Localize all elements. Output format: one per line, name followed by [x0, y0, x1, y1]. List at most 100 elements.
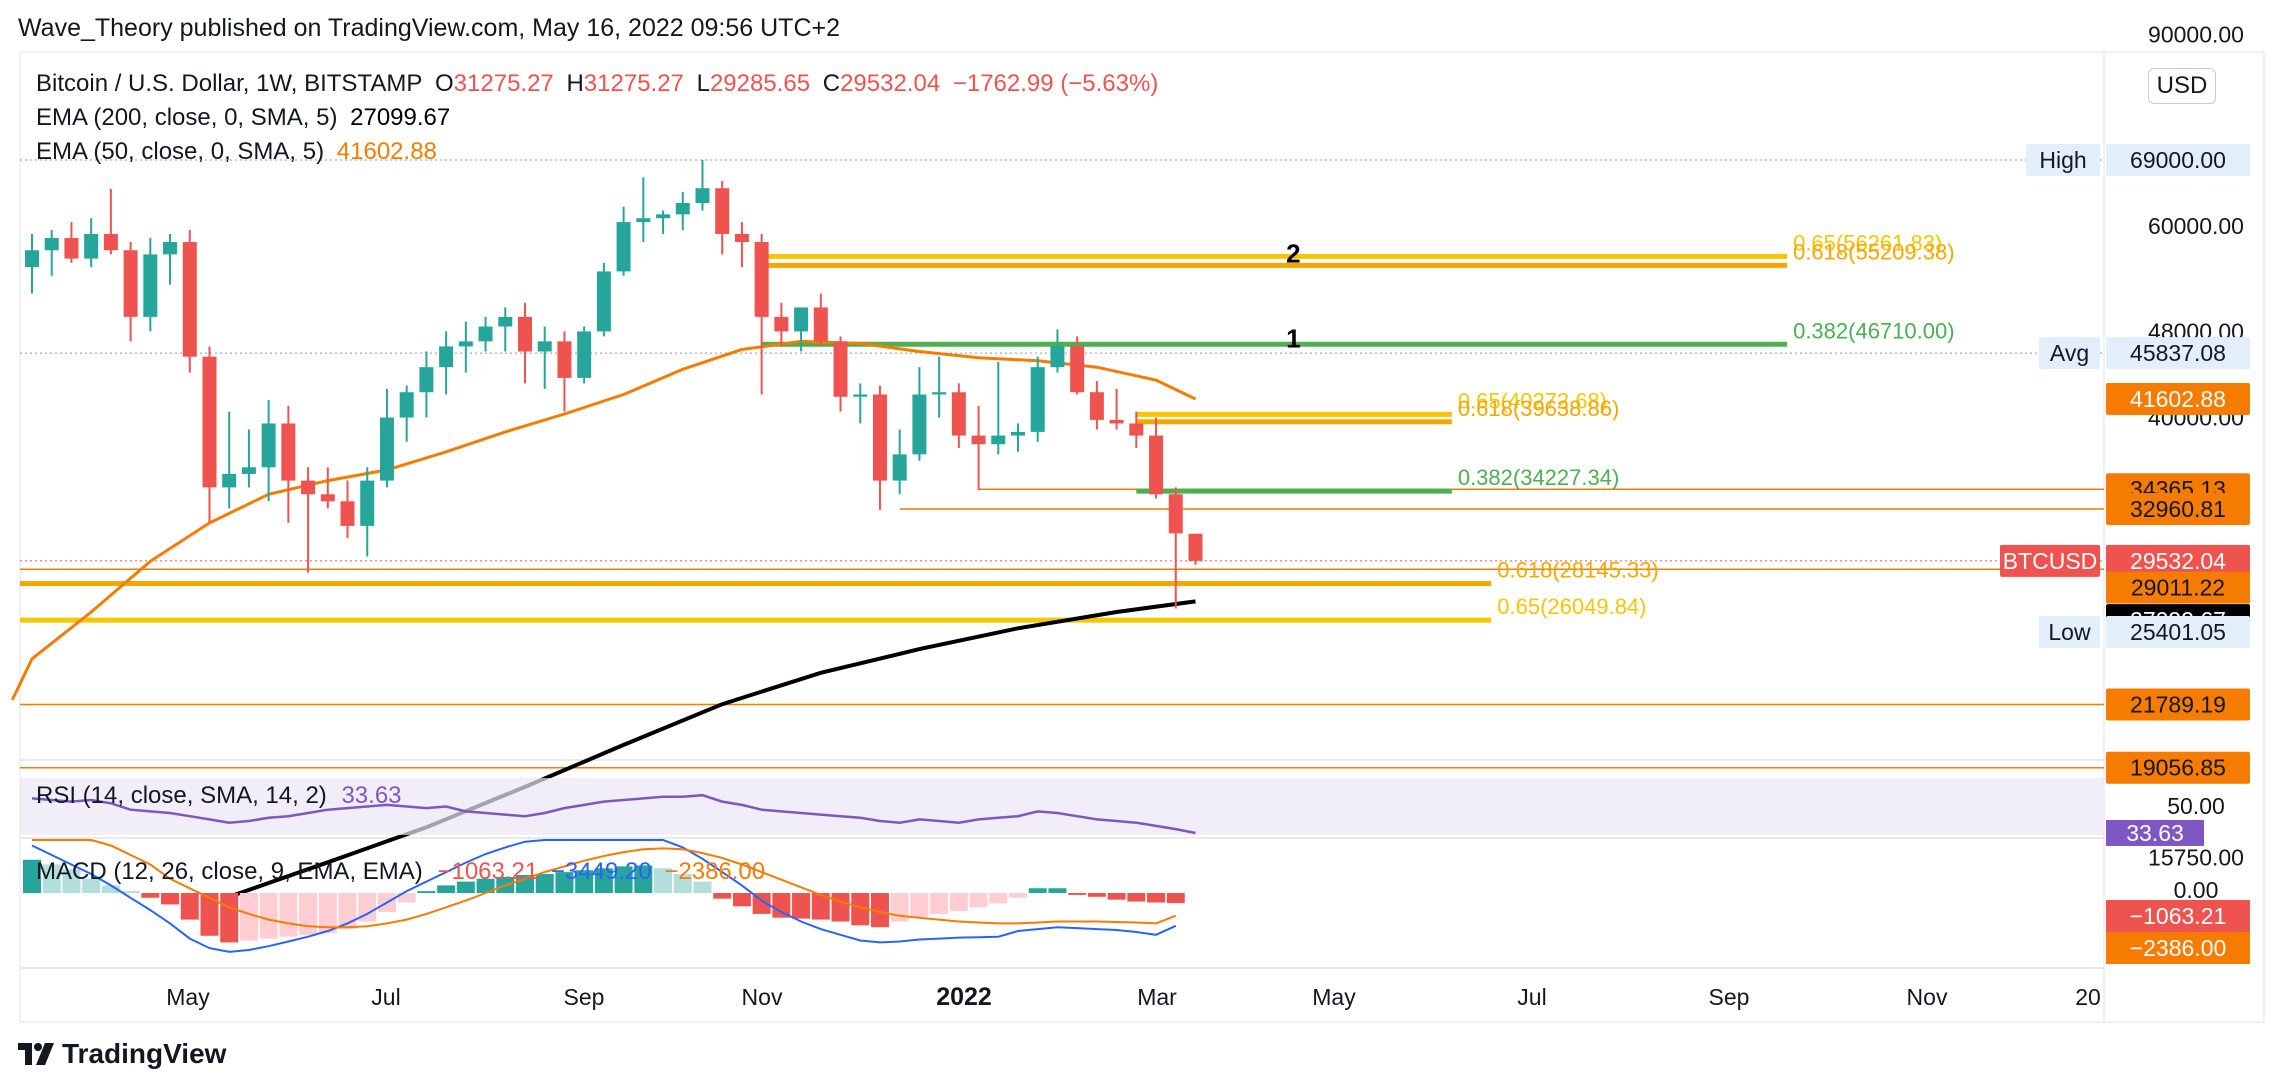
- ema50-label: EMA (50, close, 0, SMA, 5): [36, 138, 325, 165]
- price-label-text: 32960.81: [2130, 496, 2226, 522]
- ema200-value: 27099.67: [350, 104, 451, 131]
- price-tag-box: [2000, 544, 2100, 577]
- candle-body: [320, 494, 335, 502]
- macd-histogram-bar: [279, 893, 298, 937]
- candle: [1050, 329, 1065, 373]
- price-axis-label: 29011.22: [2106, 571, 2250, 604]
- price-pane: 0.65(56261.83)0.618(55209.38) 0.382(46710…: [10, 159, 2104, 899]
- candle: [320, 467, 335, 509]
- y-tick-label: 90000.00: [2148, 22, 2244, 48]
- macd-histogram-bar: [62, 869, 81, 893]
- x-tick-label: Jul: [371, 984, 400, 1010]
- macd-histogram-bar: [397, 893, 416, 903]
- macd-legend[interactable]: MACD (12, 26, close, 9, EMA, EMA) −1063.…: [36, 858, 765, 886]
- candle-body: [1168, 494, 1183, 534]
- candle-body: [833, 341, 848, 397]
- open-value: 31275.27: [453, 70, 554, 97]
- candle: [439, 331, 454, 395]
- candle: [379, 388, 394, 488]
- candle: [951, 383, 966, 449]
- candle-body: [596, 271, 611, 332]
- macd-histogram-bar: [634, 865, 653, 893]
- rsi-label: RSI (14, close, SMA, 14, 2): [36, 782, 327, 809]
- macd-histogram-bar: [594, 868, 613, 893]
- tradingview-brand[interactable]: TradingView: [18, 1038, 226, 1070]
- x-tick-label: May: [166, 984, 210, 1010]
- price-label-box: [2106, 144, 2250, 176]
- candle: [1089, 381, 1104, 430]
- price-label-text: 29011.22: [2131, 575, 2225, 601]
- candle: [596, 262, 611, 337]
- price-axis-label: 21789.19: [2106, 688, 2250, 721]
- macd-histogram-bar: [654, 868, 673, 893]
- candle: [853, 383, 868, 424]
- price-label-text: 21789.19: [2130, 691, 2226, 717]
- candle: [577, 326, 592, 384]
- candle: [399, 385, 414, 442]
- rsi-tick-label: 50.00: [2167, 793, 2225, 819]
- macd-histogram-bar: [989, 893, 1008, 904]
- candle-body: [734, 233, 749, 243]
- macd-hist-value: −1063.21: [437, 858, 539, 885]
- macd-histogram-bar: [239, 893, 258, 941]
- candle-body: [64, 237, 79, 259]
- macd-histogram-bar: [417, 891, 436, 893]
- macd-signal-axis-label: −2386.00: [2130, 935, 2227, 961]
- candle: [912, 367, 927, 461]
- ema50-line: [10, 339, 1197, 701]
- candle-body: [695, 188, 710, 203]
- candle-body: [715, 188, 730, 234]
- candle: [202, 346, 217, 523]
- macd-histogram-bar: [101, 885, 120, 893]
- x-tick-label: Sep: [564, 984, 605, 1010]
- macd-histogram-bar: [831, 893, 850, 922]
- candle-body: [518, 316, 532, 352]
- rsi-value-box: [2106, 819, 2204, 846]
- symbol-legend[interactable]: Bitcoin / U.S. Dollar, 1W, BITSTAMP O312…: [36, 70, 1164, 98]
- candle: [222, 411, 237, 509]
- price-label-text: 41602.88: [2130, 386, 2226, 412]
- candle-body: [774, 316, 789, 332]
- candle: [44, 229, 59, 276]
- candle: [1168, 487, 1183, 609]
- price-label-box: [2106, 337, 2250, 370]
- rsi-legend[interactable]: RSI (14, close, SMA, 14, 2) 33.63: [36, 782, 402, 810]
- candle: [281, 405, 296, 523]
- candle: [360, 467, 375, 557]
- candle-body: [813, 307, 828, 342]
- candle: [64, 222, 79, 263]
- symbol-title: Bitcoin / U.S. Dollar, 1W, BITSTAMP: [36, 70, 423, 97]
- y-tick-label: 15750.00: [2148, 845, 2244, 871]
- price-tag-text: BTCUSD: [2003, 548, 2098, 574]
- candle: [932, 356, 947, 418]
- macd-histogram-bar: [476, 878, 495, 893]
- candle-body: [794, 307, 809, 332]
- x-tick-label: 2022: [936, 983, 992, 1011]
- macd-label: MACD (12, 26, close, 9, EMA, EMA): [36, 858, 423, 885]
- candle: [518, 302, 532, 384]
- candle-body: [1070, 346, 1085, 393]
- ema200-legend[interactable]: EMA (200, close, 0, SMA, 5) 27099.67: [36, 104, 456, 132]
- candle: [991, 361, 1006, 455]
- candle: [616, 206, 631, 276]
- macd-histogram-bar: [851, 893, 870, 926]
- candle: [695, 160, 710, 211]
- candle-body: [853, 394, 868, 397]
- low-value: 29285.65: [709, 70, 811, 97]
- x-tick-label: Nov: [742, 984, 783, 1010]
- candle-body: [1129, 423, 1144, 436]
- open-label: O31275.27: [435, 70, 554, 97]
- macd-histogram-bar: [910, 893, 929, 917]
- candle-body: [419, 367, 434, 393]
- macd-histogram-bar: [575, 870, 594, 893]
- currency-button[interactable]: USD: [2148, 68, 2216, 104]
- ema200-line: [228, 599, 1196, 899]
- ema50-legend[interactable]: EMA (50, close, 0, SMA, 5) 41602.88: [36, 138, 443, 166]
- macd-histogram-bar: [318, 893, 337, 933]
- price-tag-text: High: [2039, 147, 2086, 173]
- y-tick-label: 60000.00: [2148, 213, 2244, 239]
- candle-body: [636, 218, 651, 223]
- price-tag-box: [2039, 337, 2100, 370]
